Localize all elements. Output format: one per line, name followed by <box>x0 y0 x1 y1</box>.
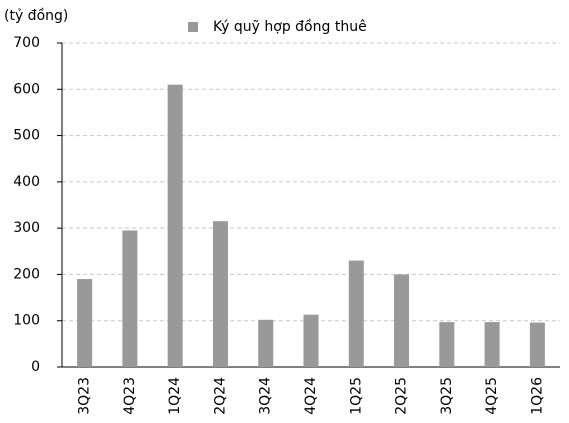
bar <box>258 319 274 367</box>
x-tick-label: 4Q23 <box>122 377 138 415</box>
bar <box>122 230 138 367</box>
y-tick-label: 700 <box>13 35 40 51</box>
bar <box>394 274 410 367</box>
x-tick-label: 4Q24 <box>303 377 319 415</box>
x-tick-label: 3Q24 <box>258 377 274 415</box>
x-tick-label: 1Q24 <box>167 377 183 415</box>
bar <box>77 279 93 367</box>
y-tick-label: 400 <box>13 174 40 190</box>
y-axis-label: (tỷ đồng) <box>4 7 68 24</box>
y-tick-label: 500 <box>13 128 40 144</box>
y-tick-label: 0 <box>31 359 40 375</box>
bar <box>303 314 319 367</box>
y-tick-label: 100 <box>13 313 40 329</box>
bar <box>484 322 500 367</box>
legend-label: Ký quỹ hợp đồng thuê <box>213 18 367 35</box>
y-tick-label: 200 <box>13 266 40 282</box>
x-tick-label: 4Q25 <box>484 377 500 415</box>
x-tick-label: 1Q25 <box>348 377 364 415</box>
x-tick-label: 3Q25 <box>439 377 455 415</box>
x-tick-label: 2Q25 <box>394 377 410 415</box>
bar <box>167 84 183 368</box>
legend-swatch <box>188 22 198 32</box>
x-tick-label: 3Q23 <box>77 377 93 415</box>
bar <box>212 221 228 367</box>
x-tick-label: 2Q24 <box>212 377 228 415</box>
bar <box>348 260 364 367</box>
y-tick-label: 300 <box>13 220 40 236</box>
x-tick-label: 1Q26 <box>529 377 545 415</box>
y-tick-label: 600 <box>13 81 40 97</box>
bar <box>529 322 545 367</box>
bar <box>439 322 455 367</box>
